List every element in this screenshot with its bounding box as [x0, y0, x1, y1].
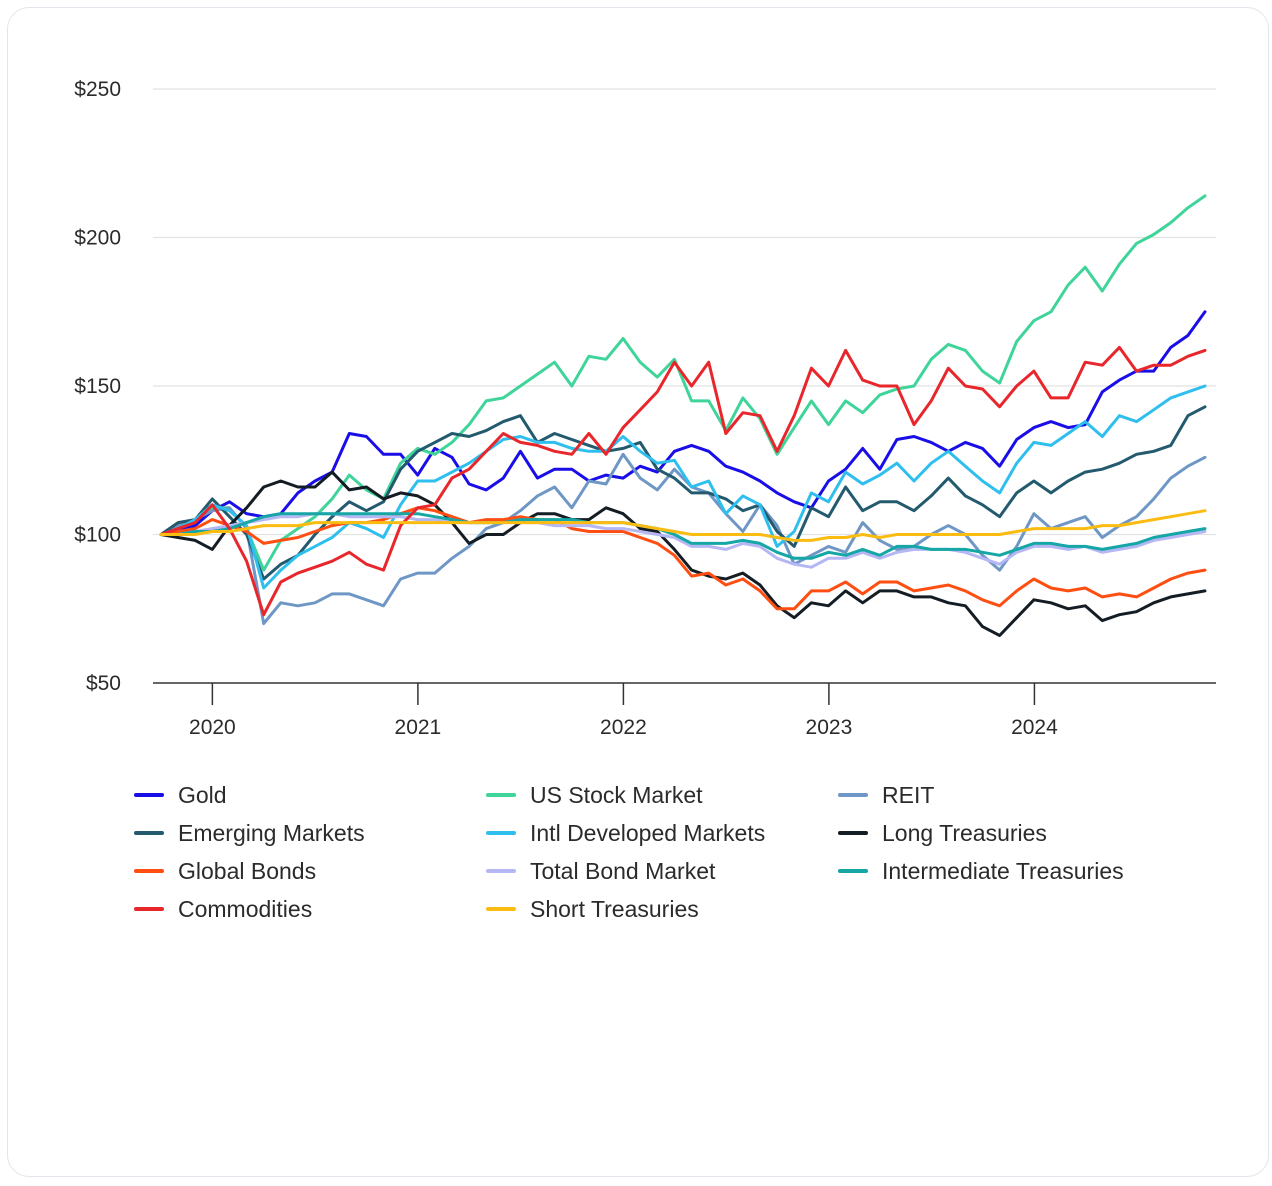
legend-label: Short Treasuries — [530, 895, 699, 922]
grid-lines — [153, 88, 1216, 536]
legend-swatch — [838, 793, 868, 797]
legend-swatch — [134, 793, 164, 797]
legend-swatch — [134, 869, 164, 873]
series-lines — [159, 194, 1207, 637]
legend-item-global-bonds[interactable]: Global Bonds — [134, 854, 316, 888]
y-tick-label: $150 — [74, 375, 121, 398]
series-line-emerging-markets — [159, 405, 1207, 581]
x-tick-label: 2023 — [806, 716, 853, 739]
series-line-intl-developed-markets — [159, 384, 1207, 590]
legend-swatch — [838, 869, 868, 873]
legend-label: Gold — [178, 781, 227, 808]
legend-swatch — [486, 793, 516, 797]
legend-swatch — [838, 831, 868, 835]
x-axis-ticks: 2020 2021 2022 2023 2024 — [189, 683, 1058, 739]
legend-label: Long Treasuries — [882, 819, 1047, 846]
x-tick-label: 2021 — [395, 716, 442, 739]
chart-card — [7, 7, 1269, 1177]
legend-item-emerging-markets[interactable]: Emerging Markets — [134, 816, 365, 850]
legend-item-intermediate-treasuries[interactable]: Intermediate Treasuries — [838, 854, 1124, 888]
legend-swatch — [486, 907, 516, 911]
legend-item-short-treasuries[interactable]: Short Treasuries — [486, 892, 699, 926]
series-line-commodities — [159, 345, 1207, 617]
series-line-intermediate-treasuries — [159, 512, 1207, 560]
series-line-gold — [159, 310, 1207, 536]
x-tick-label: 2020 — [189, 716, 236, 739]
legend-label: US Stock Market — [530, 781, 703, 808]
y-tick-label: $250 — [74, 78, 121, 101]
legend-item-total-bond-market[interactable]: Total Bond Market — [486, 854, 715, 888]
legend-label: Emerging Markets — [178, 819, 365, 846]
x-tick-label: 2022 — [600, 716, 647, 739]
series-line-global-bonds — [159, 506, 1207, 611]
series-line-short-treasuries — [159, 509, 1207, 542]
series-line-long-treasuries — [159, 470, 1207, 637]
y-tick-label: $200 — [74, 227, 121, 250]
legend-item-long-treasuries[interactable]: Long Treasuries — [838, 816, 1047, 850]
legend-label: Intermediate Treasuries — [882, 857, 1124, 884]
y-tick-label: $100 — [74, 524, 121, 547]
legend-label: Commodities — [178, 895, 313, 922]
legend-swatch — [134, 831, 164, 835]
legend-label: REIT — [882, 781, 935, 808]
series-line-reit — [159, 452, 1207, 626]
x-tick-label: 2024 — [1011, 716, 1058, 739]
legend-label: Global Bonds — [178, 857, 317, 884]
legend-label: Total Bond Market — [530, 857, 716, 884]
legend-item-commodities[interactable]: Commodities — [134, 892, 312, 926]
legend-swatch — [486, 869, 516, 873]
legend-item-gold[interactable]: Gold — [134, 778, 227, 812]
legend-swatch — [486, 831, 516, 835]
legend-item-us-stock-market[interactable]: US Stock Market — [486, 778, 703, 812]
legend-label: Intl Developed Markets — [530, 819, 766, 846]
y-tick-label: $50 — [86, 672, 121, 695]
legend-swatch — [134, 907, 164, 911]
legend-item-intl-developed-markets[interactable]: Intl Developed Markets — [486, 816, 765, 850]
legend-item-reit[interactable]: REIT — [838, 778, 934, 812]
series-line-us-stock-market — [159, 194, 1207, 572]
y-axis-ticks: $250 $200 $150 $100 $50 — [74, 78, 121, 695]
